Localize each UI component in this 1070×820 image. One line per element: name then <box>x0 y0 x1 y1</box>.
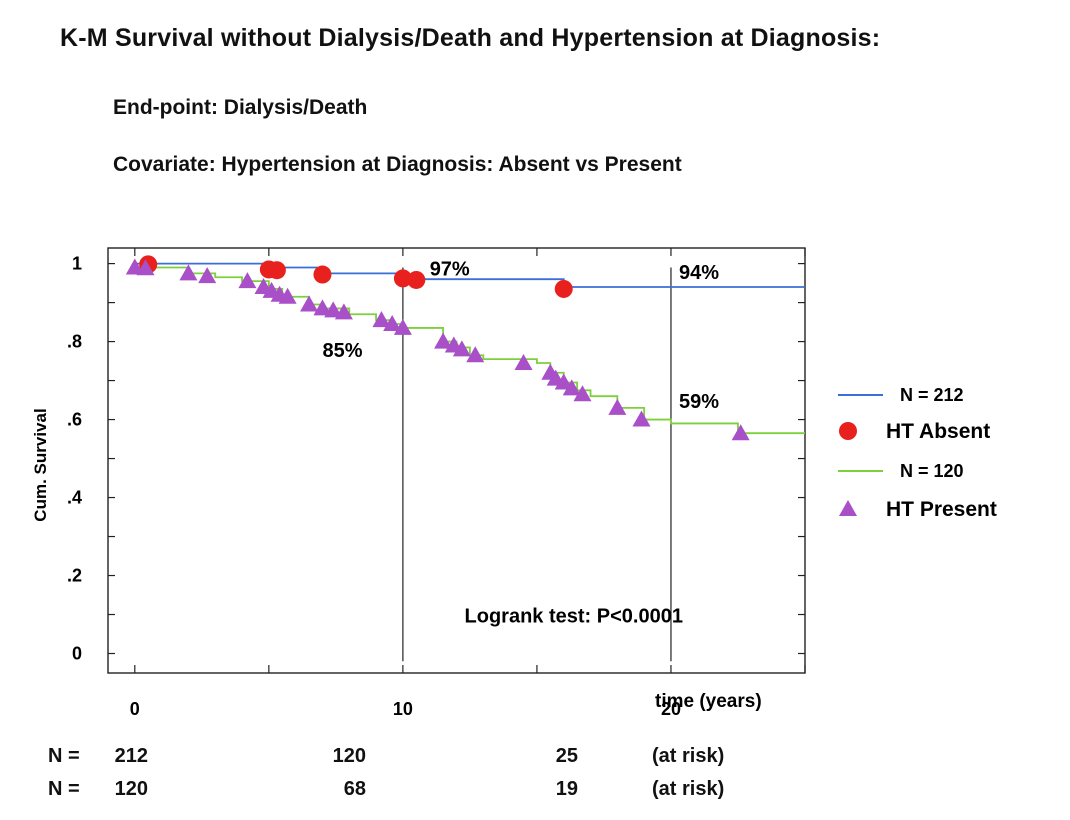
at-risk-count: 68 <box>343 778 366 800</box>
ht-present-marker <box>434 332 453 349</box>
legend-triangle-swatch <box>839 500 857 516</box>
y-tick-label: .8 <box>67 332 82 352</box>
x-tick-label: 20 <box>661 699 681 719</box>
ht-present-marker <box>573 385 592 402</box>
plot-border <box>107 247 806 674</box>
ht-present-marker <box>313 299 332 316</box>
y-tick-label: 0 <box>72 644 82 664</box>
legend-label: N = 212 <box>900 385 964 405</box>
legend-label: HT Present <box>886 498 997 521</box>
at-risk-count: 19 <box>555 778 578 800</box>
ht-present-marker <box>632 410 651 427</box>
y-tick-label: .4 <box>67 488 82 508</box>
plot-frame-layer <box>107 247 806 674</box>
reference-lines-layer <box>402 267 672 662</box>
ht-absent-marker <box>393 269 412 288</box>
at-risk-suffix: (at risk) <box>652 745 725 767</box>
x-tick-label: 0 <box>130 699 140 719</box>
ht-present-marker <box>608 398 627 415</box>
ht-present-marker <box>514 354 533 371</box>
annotation-label: 97% <box>430 258 470 280</box>
ht-present-marker <box>278 287 297 304</box>
legend-label: N = 120 <box>900 461 964 481</box>
ht-present-marker <box>466 346 485 363</box>
x-tick-label: 10 <box>393 699 413 719</box>
endpoint-subtitle: End-point: Dialysis/Death <box>113 96 368 119</box>
ht-present-marker <box>198 267 217 284</box>
ht-present-marker <box>324 301 343 318</box>
covariate-subtitle: Covariate: Hypertension at Diagnosis: Ab… <box>113 153 682 176</box>
ht-present-marker <box>372 311 391 328</box>
annotation-label: 94% <box>679 262 719 284</box>
ht-present-marker <box>300 295 319 312</box>
legend-circle-swatch <box>839 422 857 440</box>
ht-present-marker <box>383 315 402 332</box>
marker-layer <box>125 255 750 441</box>
annotation-label: 85% <box>322 340 362 362</box>
ht-present-marker <box>334 303 353 320</box>
at-risk-count: 212 <box>114 745 148 767</box>
ht-present-marker <box>731 424 750 441</box>
ht-present-marker <box>562 379 581 396</box>
ht-absent-marker <box>407 270 426 289</box>
at-risk-count: 120 <box>332 745 366 767</box>
at-risk-count: 25 <box>555 745 578 767</box>
annotation-layer: 97% 94% 85% 59% Logrank test: P<0.0001 <box>322 258 719 627</box>
at-risk-row-label: N = <box>48 745 80 767</box>
ht-present-marker <box>238 272 257 289</box>
y-axis-label: Cum. Survival <box>31 408 50 521</box>
legend: N = 212 HT Absent N = 120 HT Present <box>838 385 997 521</box>
at-risk-row-label: N = <box>48 778 80 800</box>
tick-layer: 1 .8 .6 .4 .2 0 0 10 20 <box>67 248 806 719</box>
ht-absent-marker <box>554 279 573 298</box>
at-risk-count: 120 <box>114 778 148 800</box>
y-tick-label: 1 <box>72 254 82 274</box>
y-tick-label: .6 <box>67 410 82 430</box>
annotation-label: Logrank test: P<0.0001 <box>465 605 683 627</box>
ht-present-marker <box>554 373 573 390</box>
ht-absent-marker <box>267 261 286 280</box>
at-risk-suffix: (at risk) <box>652 778 725 800</box>
ht-present-marker <box>393 318 412 335</box>
x-axis-label: time (years) <box>655 691 762 712</box>
annotation-label: 59% <box>679 391 719 413</box>
legend-label: HT Absent <box>886 420 990 443</box>
y-tick-label: .2 <box>67 566 82 586</box>
ht-absent-marker <box>313 265 332 284</box>
ht-present-marker <box>452 340 471 357</box>
ht-present-marker <box>136 259 155 276</box>
ht-present-marker <box>179 264 198 281</box>
chart-title: K-M Survival without Dialysis/Death and … <box>60 24 881 52</box>
